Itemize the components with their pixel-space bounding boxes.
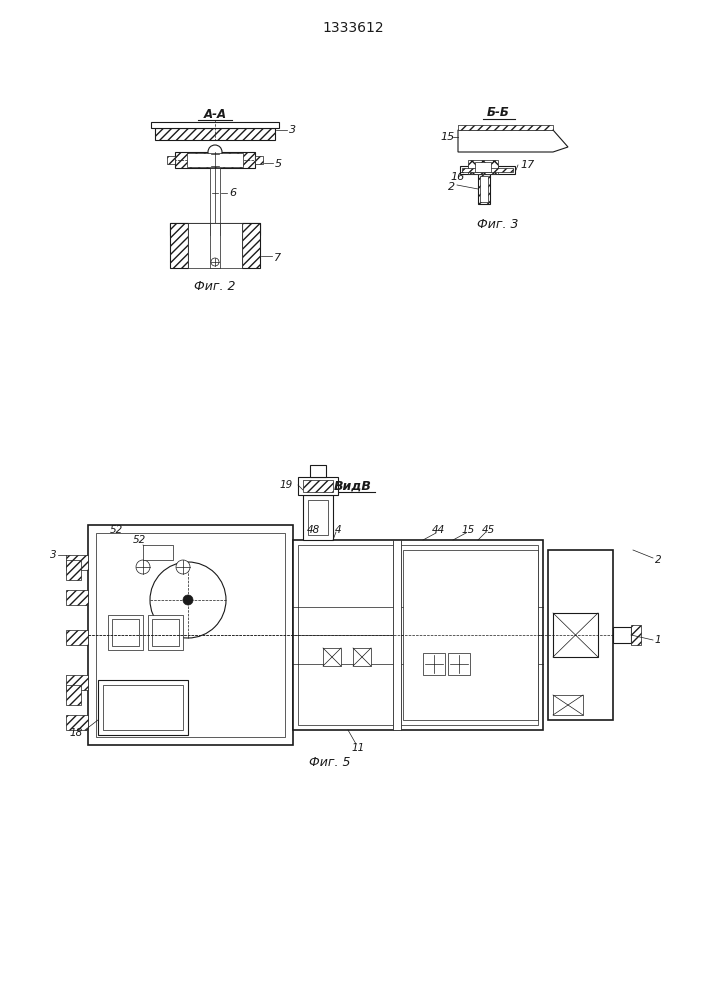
Text: 4: 4: [334, 525, 341, 535]
Circle shape: [176, 560, 190, 574]
Text: 1: 1: [655, 635, 661, 645]
Text: 44: 44: [431, 525, 445, 535]
Text: Фиг. 2: Фиг. 2: [194, 279, 235, 292]
Text: 45: 45: [481, 525, 495, 535]
Text: 11: 11: [351, 743, 365, 753]
Bar: [143, 545, 173, 560]
Bar: [255, 156, 263, 164]
Text: Фиг. 5: Фиг. 5: [309, 756, 351, 768]
Text: A-A: A-A: [204, 107, 226, 120]
Bar: [98, 680, 188, 735]
Bar: [66, 630, 88, 645]
Text: 48: 48: [306, 525, 320, 535]
Bar: [151, 122, 279, 128]
Bar: [303, 480, 333, 492]
Text: 15: 15: [462, 525, 474, 535]
Bar: [310, 465, 326, 477]
Bar: [403, 550, 538, 720]
Text: 19: 19: [280, 480, 293, 490]
Text: 2: 2: [655, 555, 661, 565]
Text: ВидВ: ВидВ: [334, 480, 372, 492]
Bar: [155, 128, 275, 140]
Bar: [613, 627, 631, 643]
Text: 1333612: 1333612: [322, 21, 384, 35]
Bar: [468, 160, 498, 174]
Bar: [553, 613, 598, 657]
Bar: [303, 495, 333, 540]
Bar: [631, 625, 641, 645]
Circle shape: [183, 595, 193, 605]
Text: 7: 7: [274, 253, 281, 263]
Bar: [187, 153, 243, 167]
Bar: [298, 477, 338, 495]
Text: 52: 52: [110, 525, 122, 535]
Bar: [210, 223, 220, 268]
Text: Фиг. 3: Фиг. 3: [477, 219, 519, 232]
Bar: [448, 653, 470, 675]
Bar: [88, 525, 293, 745]
Bar: [170, 223, 260, 235]
Bar: [210, 168, 220, 223]
Bar: [112, 619, 139, 646]
Text: 16: 16: [450, 172, 464, 182]
Bar: [478, 174, 490, 204]
Bar: [393, 540, 401, 730]
Text: 2: 2: [448, 182, 455, 192]
Bar: [66, 715, 88, 730]
Bar: [188, 224, 242, 234]
Bar: [175, 152, 255, 168]
Bar: [323, 648, 341, 666]
Bar: [460, 166, 515, 174]
Text: 3: 3: [49, 550, 57, 560]
Bar: [242, 223, 260, 268]
Circle shape: [211, 258, 219, 266]
Bar: [108, 615, 143, 650]
Bar: [66, 555, 88, 570]
Text: 17: 17: [520, 160, 534, 170]
Bar: [66, 590, 88, 605]
Polygon shape: [458, 130, 568, 152]
Bar: [170, 223, 188, 268]
Bar: [553, 695, 583, 715]
Bar: [103, 685, 183, 730]
Bar: [480, 176, 488, 202]
Text: 52: 52: [133, 535, 146, 545]
Circle shape: [208, 145, 222, 159]
Bar: [167, 156, 175, 164]
Text: 5: 5: [275, 159, 282, 169]
Bar: [393, 540, 401, 730]
Bar: [298, 545, 538, 725]
Bar: [548, 550, 613, 720]
Bar: [210, 223, 220, 235]
Bar: [188, 223, 242, 268]
Text: 6: 6: [229, 188, 236, 198]
Bar: [308, 500, 328, 535]
Text: 15: 15: [440, 132, 455, 142]
Bar: [148, 615, 183, 650]
Text: Б-Б: Б-Б: [486, 106, 510, 119]
Text: 18: 18: [70, 728, 83, 738]
Bar: [423, 653, 445, 675]
Bar: [66, 560, 81, 580]
Bar: [353, 648, 371, 666]
Bar: [462, 168, 513, 172]
Bar: [458, 125, 553, 130]
Bar: [475, 162, 491, 172]
Bar: [66, 675, 88, 690]
Bar: [293, 540, 543, 730]
Circle shape: [136, 560, 150, 574]
Text: 3: 3: [289, 125, 296, 135]
Bar: [152, 619, 179, 646]
Bar: [96, 533, 285, 737]
Circle shape: [150, 562, 226, 638]
Bar: [66, 685, 81, 705]
